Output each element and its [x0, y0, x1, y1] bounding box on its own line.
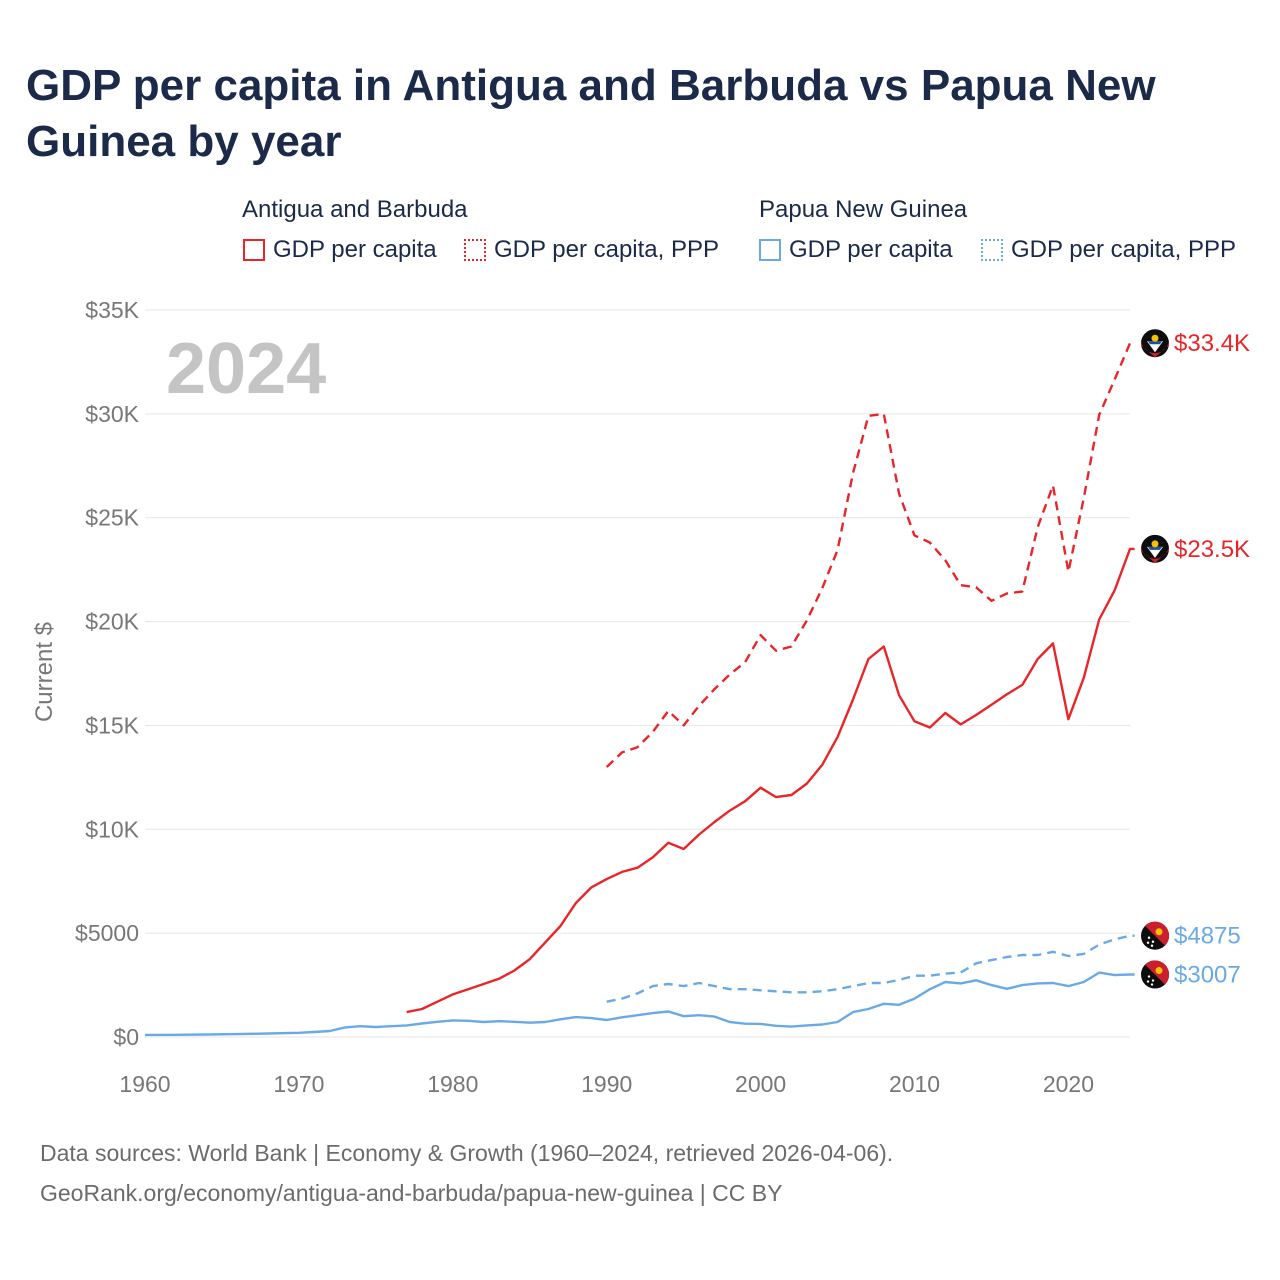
series-line-png_ppp: [606, 934, 1135, 1003]
y-tick-label: $20K: [85, 609, 139, 635]
y-tick-label: $0: [113, 1024, 139, 1050]
y-tick-label: $25K: [85, 505, 139, 531]
x-tick-label: 2020: [1043, 1071, 1094, 1097]
y-tick-label: $10K: [85, 816, 139, 842]
series-lines: [144, 342, 1135, 1037]
flag-icon-antigua_gdp: [1141, 534, 1169, 563]
x-tick-label: 1970: [273, 1071, 324, 1097]
year-label: 2024: [166, 329, 326, 409]
series-line-antigua_gdp: [406, 547, 1135, 1014]
flag-icon-antigua_ppp: [1141, 329, 1169, 358]
legend-group-antigua: Antigua and Barbuda: [242, 196, 468, 223]
legend-swatch-antigua-gdp: [243, 239, 265, 261]
y-axis-label: Current $: [31, 622, 58, 722]
x-axis-ticks: 1960 1970 1980 1990 2000 2010 2020: [119, 1071, 1094, 1097]
end-label-png_gdp: $3007: [1174, 962, 1241, 989]
legend-swatch-antigua-ppp: [464, 239, 486, 261]
series-line-png_gdp: [144, 971, 1135, 1037]
legend-group-png: Papua New Guinea: [759, 196, 968, 223]
legend-label-png-ppp: GDP per capita, PPP: [1011, 236, 1236, 263]
end-label-png_ppp: $4875: [1174, 923, 1241, 950]
y-tick-label: $30K: [85, 401, 139, 427]
source-line-1: Data sources: World Bank | Economy & Gro…: [40, 1140, 894, 1166]
end-label-antigua_ppp: $33.4K: [1174, 330, 1250, 357]
gridlines: [145, 309, 1130, 1038]
legend-swatch-png-ppp: [981, 239, 1003, 261]
y-tick-label: $35K: [85, 297, 139, 323]
source-line-2[interactable]: GeoRank.org/economy/antigua-and-barbuda/…: [40, 1180, 783, 1206]
legend-item-antigua-gdp[interactable]: GDP per capita: [243, 236, 437, 264]
legend-item-png-ppp[interactable]: GDP per capita, PPP: [981, 236, 1236, 264]
end-label-antigua_gdp: $23.5K: [1174, 536, 1250, 563]
x-tick-label: 2010: [889, 1071, 940, 1097]
x-tick-label: 1990: [581, 1071, 632, 1097]
flag-icon-png_ppp: [1141, 921, 1170, 950]
y-tick-label: $5000: [75, 920, 139, 946]
legend-label-antigua-gdp: GDP per capita: [273, 236, 437, 263]
x-tick-label: 1980: [427, 1071, 478, 1097]
end-markers: $23.5K $33.4K $3007 $4875: [1141, 329, 1250, 989]
y-axis-ticks: $0 $5000 $10K $15K $20K $25K $30K $35K: [75, 297, 140, 1050]
x-tick-label: 2000: [735, 1071, 786, 1097]
chart-title: GDP per capita in Antigua and Barbuda vs…: [26, 61, 1156, 166]
legend-item-png-gdp[interactable]: GDP per capita: [759, 236, 953, 264]
legend-label-png-gdp: GDP per capita: [789, 236, 953, 263]
flag-icon-png_gdp: [1141, 960, 1170, 989]
x-tick-label: 1960: [119, 1071, 170, 1097]
series-line-antigua_ppp: [605, 342, 1135, 768]
legend-label-antigua-ppp: GDP per capita, PPP: [494, 236, 719, 263]
legend-swatch-png-gdp: [759, 239, 781, 261]
y-tick-label: $15K: [85, 712, 139, 738]
legend-item-antigua-ppp[interactable]: GDP per capita, PPP: [464, 236, 719, 264]
